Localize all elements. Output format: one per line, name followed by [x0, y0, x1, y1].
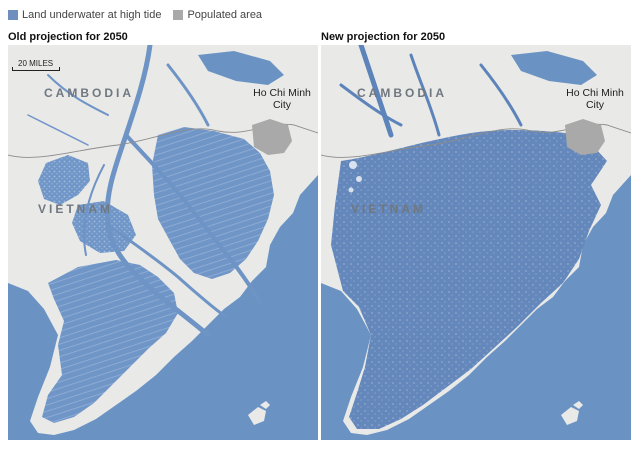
rivers	[27, 45, 262, 338]
left-map[interactable]: 20 MILES CAMBODIA VIETNAM Ho Chi Minh Ci…	[8, 45, 318, 440]
vietnam-label: VIETNAM	[351, 202, 426, 216]
cambodia-label: CAMBODIA	[44, 86, 134, 100]
legend-item-populated: Populated area	[173, 9, 262, 21]
populated-area	[252, 119, 292, 155]
city-label: Ho Chi Minh City	[253, 87, 311, 111]
island	[573, 401, 583, 409]
dry-islands	[348, 161, 362, 193]
rivers	[339, 45, 523, 138]
right-map[interactable]: CAMBODIA VIETNAM Ho Chi Minh City	[321, 45, 631, 440]
flood-zone	[331, 129, 607, 429]
flood-zone-east	[152, 127, 274, 279]
scale-label: 20 MILES	[18, 59, 54, 68]
flood-zone-central	[72, 201, 136, 253]
flood-zone-west	[38, 155, 90, 205]
legend-item-underwater: Land underwater at high tide	[8, 9, 161, 21]
populated-swatch	[173, 10, 184, 20]
city-label: Ho Chi Minh City	[566, 87, 624, 111]
island	[561, 407, 579, 425]
populated-area	[565, 119, 605, 155]
right-map-title: New projection for 2050	[321, 31, 446, 43]
lake	[511, 51, 597, 85]
populated-label: Populated area	[187, 9, 263, 21]
legend: Land underwater at high tide Populated a…	[8, 8, 262, 22]
flood-zone-south	[42, 260, 178, 423]
cambodia-label: CAMBODIA	[357, 86, 447, 100]
island	[248, 407, 266, 425]
right-map-svg	[321, 45, 631, 440]
left-map-title: Old projection for 2050	[8, 31, 128, 43]
left-map-svg	[8, 45, 318, 440]
underwater-swatch	[8, 10, 18, 20]
lake	[198, 51, 284, 85]
underwater-label: Land underwater at high tide	[22, 9, 162, 21]
vietnam-label: VIETNAM	[38, 202, 113, 216]
island	[260, 401, 270, 409]
scale-bar	[12, 67, 60, 71]
